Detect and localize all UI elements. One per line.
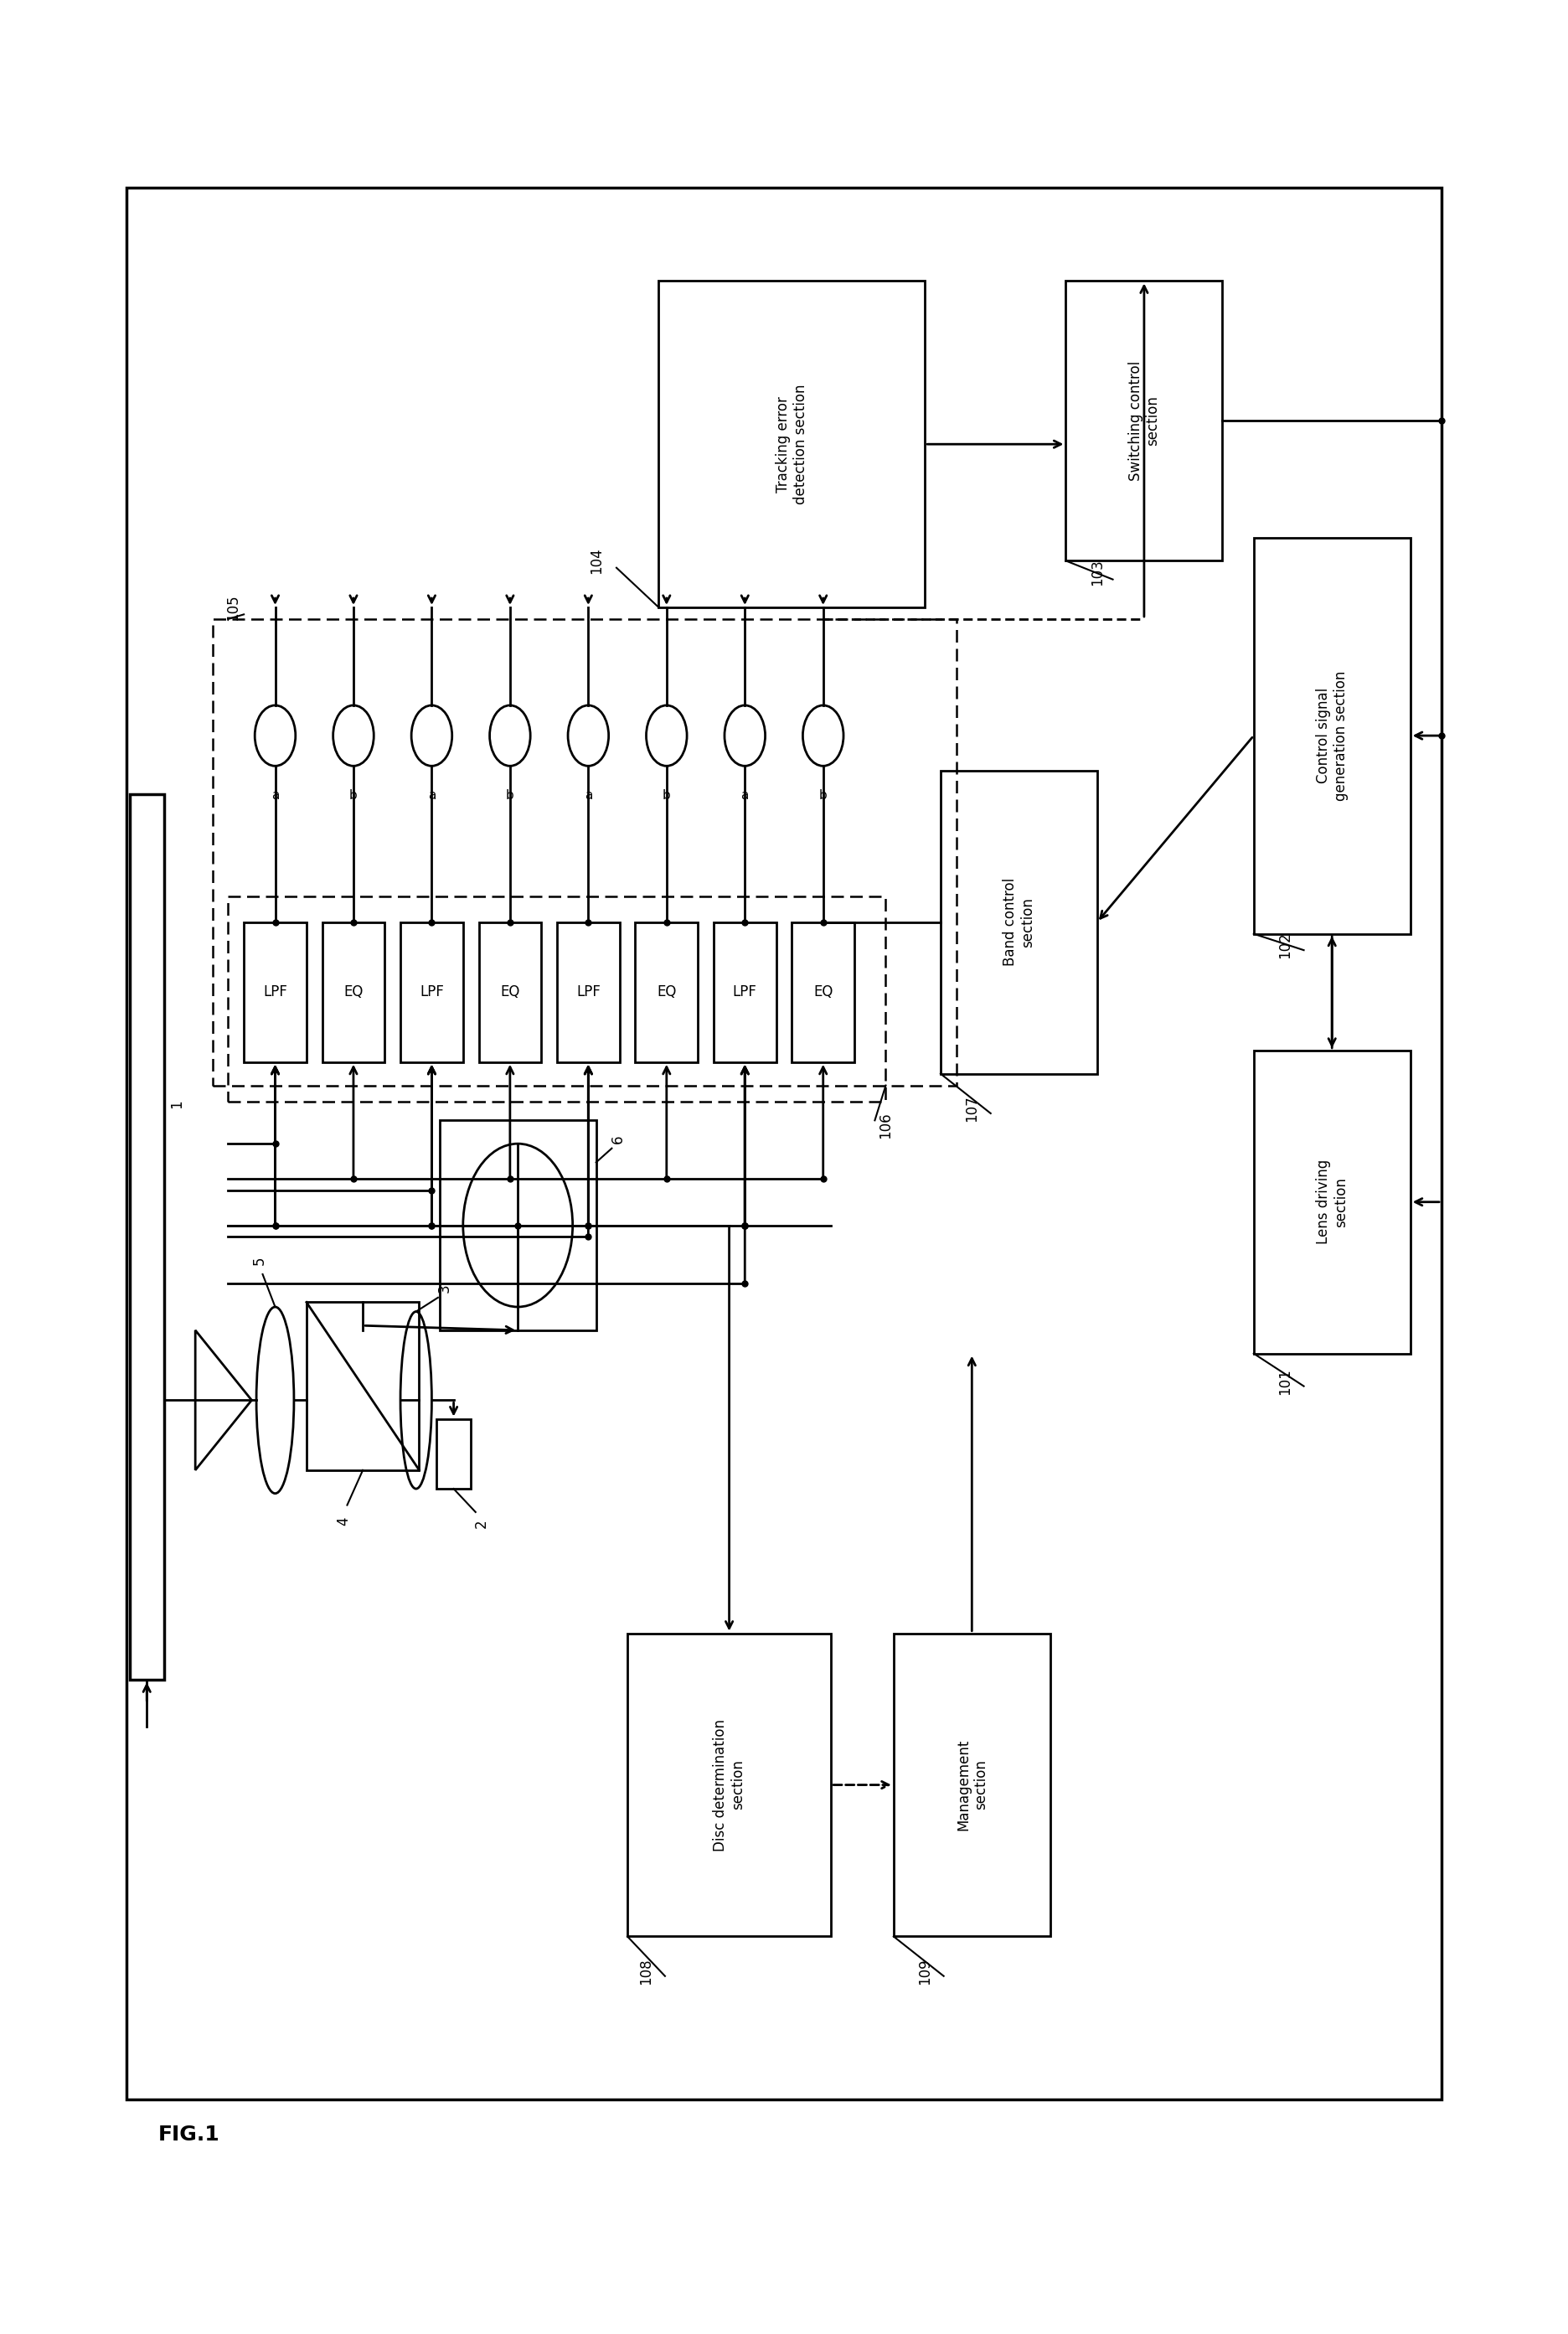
Text: Lens driving
section: Lens driving section — [1316, 1160, 1348, 1244]
FancyBboxPatch shape — [436, 1419, 470, 1489]
Text: 109: 109 — [917, 1958, 933, 1984]
Text: Switching control
section: Switching control section — [1127, 362, 1160, 481]
Text: EQ: EQ — [500, 985, 521, 999]
Text: b: b — [663, 789, 671, 803]
FancyBboxPatch shape — [306, 1302, 419, 1470]
Text: b: b — [350, 789, 358, 803]
FancyBboxPatch shape — [400, 922, 463, 1062]
Text: Band control
section: Band control section — [1002, 878, 1035, 966]
Text: Control signal
generation section: Control signal generation section — [1316, 670, 1348, 801]
FancyBboxPatch shape — [627, 1634, 831, 1937]
Text: a: a — [428, 789, 436, 803]
Text: Management
section: Management section — [955, 1739, 988, 1830]
Text: 3: 3 — [437, 1284, 452, 1293]
Text: b: b — [506, 789, 514, 803]
Text: b: b — [818, 789, 828, 803]
Text: EQ: EQ — [343, 985, 364, 999]
Text: LPF: LPF — [263, 985, 287, 999]
FancyBboxPatch shape — [713, 922, 776, 1062]
Text: 4: 4 — [337, 1517, 351, 1526]
FancyBboxPatch shape — [245, 922, 306, 1062]
Text: EQ: EQ — [814, 985, 833, 999]
FancyBboxPatch shape — [130, 794, 165, 1680]
Text: LPF: LPF — [732, 985, 757, 999]
Text: a: a — [271, 789, 279, 803]
Text: 2: 2 — [474, 1519, 489, 1529]
FancyBboxPatch shape — [557, 922, 619, 1062]
Text: 108: 108 — [638, 1958, 654, 1984]
FancyBboxPatch shape — [1066, 280, 1223, 560]
Text: FIG.1: FIG.1 — [158, 2124, 220, 2145]
FancyBboxPatch shape — [127, 187, 1441, 2101]
Text: 6: 6 — [610, 1134, 626, 1144]
FancyBboxPatch shape — [635, 922, 698, 1062]
Text: a: a — [742, 789, 750, 803]
Text: 107: 107 — [964, 1095, 980, 1123]
FancyBboxPatch shape — [478, 922, 541, 1062]
FancyBboxPatch shape — [321, 922, 384, 1062]
Text: a: a — [585, 789, 593, 803]
Text: Tracking error
detection section: Tracking error detection section — [776, 385, 808, 504]
Text: 104: 104 — [588, 548, 604, 574]
FancyBboxPatch shape — [792, 922, 855, 1062]
Text: 102: 102 — [1278, 931, 1292, 959]
Text: 106: 106 — [878, 1111, 894, 1139]
Text: Disc determination
section: Disc determination section — [713, 1718, 745, 1851]
FancyBboxPatch shape — [439, 1120, 596, 1330]
FancyBboxPatch shape — [659, 280, 925, 607]
Text: LPF: LPF — [575, 985, 601, 999]
FancyBboxPatch shape — [1254, 537, 1410, 934]
FancyBboxPatch shape — [941, 770, 1098, 1074]
Text: 101: 101 — [1278, 1368, 1292, 1396]
Text: EQ: EQ — [657, 985, 676, 999]
Text: 103: 103 — [1090, 560, 1105, 586]
Text: 1: 1 — [169, 1099, 183, 1109]
FancyBboxPatch shape — [1254, 1050, 1410, 1354]
Text: 105: 105 — [226, 595, 240, 621]
Text: 5: 5 — [252, 1256, 267, 1265]
Text: LPF: LPF — [420, 985, 444, 999]
FancyBboxPatch shape — [894, 1634, 1051, 1937]
